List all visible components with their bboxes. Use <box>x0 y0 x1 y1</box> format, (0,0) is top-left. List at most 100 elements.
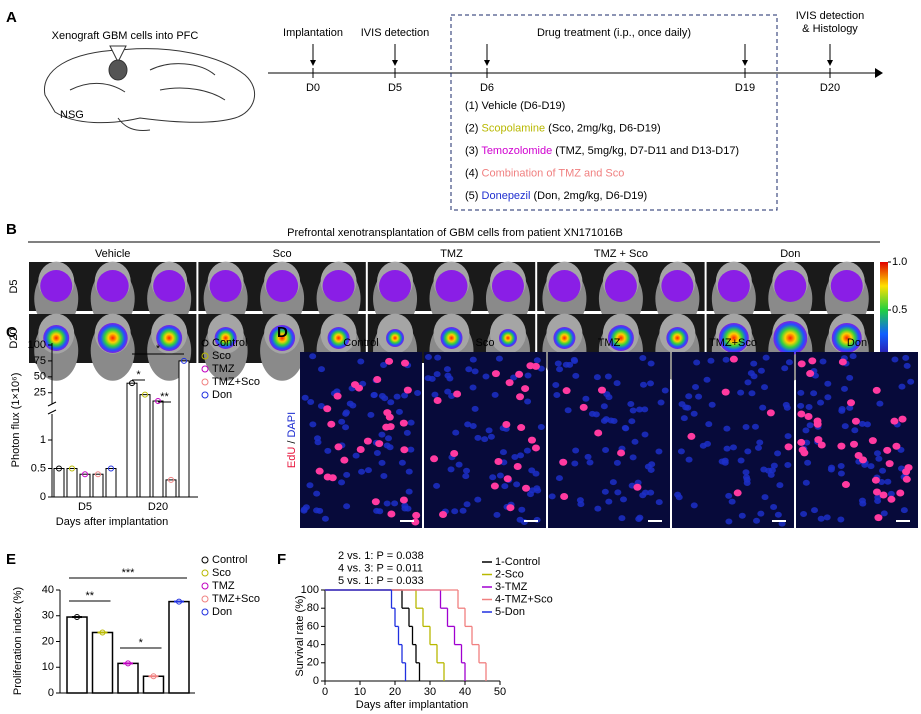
panel-letter: C <box>6 324 17 341</box>
nucleus-dapi <box>640 381 648 388</box>
nucleus-dapi <box>738 512 746 519</box>
bar <box>168 600 190 694</box>
nucleus-edu <box>503 475 512 483</box>
nucleus-dapi <box>407 419 415 426</box>
nucleus-dapi <box>705 421 713 428</box>
nucleus-dapi <box>384 435 392 442</box>
nucleus-dapi <box>704 440 712 447</box>
bar-dot <box>155 398 161 404</box>
nucleus-dapi <box>754 444 762 451</box>
legend-label: Don <box>212 389 232 401</box>
nucleus-edu <box>814 436 823 444</box>
nucleus-dapi <box>318 366 326 373</box>
group-label: Control <box>343 337 378 349</box>
nucleus-dapi <box>367 411 375 418</box>
treatment-number: (2) <box>465 122 478 134</box>
nucleus-dapi <box>452 429 460 436</box>
nucleus-dapi <box>342 424 350 431</box>
legend-label: 4-TMZ+Sco <box>495 593 553 605</box>
bar-dot <box>168 476 174 483</box>
bar <box>53 468 65 498</box>
nucleus-dapi <box>444 388 452 395</box>
legend-marker <box>201 595 209 603</box>
row-label: D5 <box>8 279 20 293</box>
signal-blob <box>773 321 808 355</box>
nucleus-dapi <box>602 446 610 453</box>
legend-label: Don <box>212 606 232 618</box>
nucleus-dapi <box>685 456 693 463</box>
nucleus-dapi <box>635 516 643 523</box>
nucleus-edu <box>502 421 511 429</box>
nucleus-dapi <box>628 418 636 425</box>
signal-blob <box>830 270 863 302</box>
nucleus-dapi <box>564 407 572 414</box>
treatment-drug: Temozolomide <box>481 145 552 157</box>
nucleus-dapi <box>532 470 540 477</box>
signal-blob <box>156 325 183 351</box>
nucleus-edu <box>898 415 907 423</box>
nucleus-dapi <box>469 422 477 429</box>
nucleus-dapi <box>756 439 764 446</box>
nucleus-dapi <box>358 468 366 475</box>
nucleus-dapi <box>338 479 346 486</box>
signal-blob <box>718 323 749 353</box>
signal-blob <box>604 270 637 302</box>
signal-blob <box>40 270 73 302</box>
nucleus-dapi <box>678 401 686 408</box>
legend-marker <box>201 391 209 399</box>
nucleus-dapi <box>627 400 635 407</box>
signal-blob <box>717 270 750 302</box>
bar-dot <box>129 380 135 387</box>
nucleus-edu <box>729 355 738 363</box>
nucleus-dapi <box>636 406 644 413</box>
treatment-drug: Scopolamine <box>482 122 546 134</box>
nucleus-edu <box>323 405 332 413</box>
nucleus-dapi <box>501 483 509 490</box>
y-tick-label: 80 <box>307 602 319 614</box>
nucleus-dapi <box>313 435 321 442</box>
treatment-item: (3) Temozolomide (TMZ, 5mg/kg, D7-D11 an… <box>465 145 739 157</box>
bar-dot <box>69 465 75 472</box>
signal-blob <box>214 327 237 349</box>
y-tick-label: 0.5 <box>31 462 46 474</box>
sig-label: * <box>136 369 141 381</box>
nucleus-dapi <box>444 372 452 379</box>
nucleus-dapi <box>570 356 578 363</box>
nucleus-dapi <box>582 395 590 402</box>
legend-label: TMZ+Sco <box>212 593 260 605</box>
nucleus-edu <box>804 413 813 421</box>
timeline-day: D0 <box>306 82 320 94</box>
nucleus-dapi <box>708 401 716 408</box>
nucleus-dapi <box>757 510 765 517</box>
colorbar-tick-label: 0.5 <box>892 304 907 316</box>
nucleus-edu <box>847 399 856 407</box>
bar <box>152 400 164 498</box>
nucleus-dapi <box>613 459 621 466</box>
legend-label: TMZ+Sco <box>212 376 260 388</box>
treatment-drug: Combination of TMZ and Sco <box>482 167 625 179</box>
nucleus-dapi <box>533 357 541 364</box>
group-label: Sco <box>476 337 495 349</box>
nucleus-dapi <box>393 393 401 400</box>
nucleus-edu <box>797 438 806 446</box>
legend-marker <box>201 378 209 386</box>
y-tick-label: 10 <box>42 661 54 673</box>
nucleus-dapi <box>378 459 386 466</box>
nucleus-dapi <box>728 498 736 505</box>
treatment-number: (4) <box>465 167 478 179</box>
nucleus-dapi <box>759 404 767 411</box>
nucleus-dapi <box>357 358 365 365</box>
nucleus-dapi <box>553 391 561 398</box>
stain-edu: EdU <box>286 447 298 468</box>
nucleus-dapi <box>770 462 778 469</box>
nucleus-edu <box>430 455 439 463</box>
legend-label: 2-Sco <box>495 568 524 580</box>
stain-separator: / <box>286 440 298 444</box>
timeline-arrowhead <box>392 60 398 66</box>
nucleus-dapi <box>577 501 585 508</box>
nucleus-dapi <box>762 354 770 361</box>
nucleus-dapi <box>469 384 477 391</box>
mouse-label: NSG <box>60 109 84 121</box>
y-tick-label: 100 <box>301 584 319 596</box>
brain-sketch <box>43 45 255 131</box>
